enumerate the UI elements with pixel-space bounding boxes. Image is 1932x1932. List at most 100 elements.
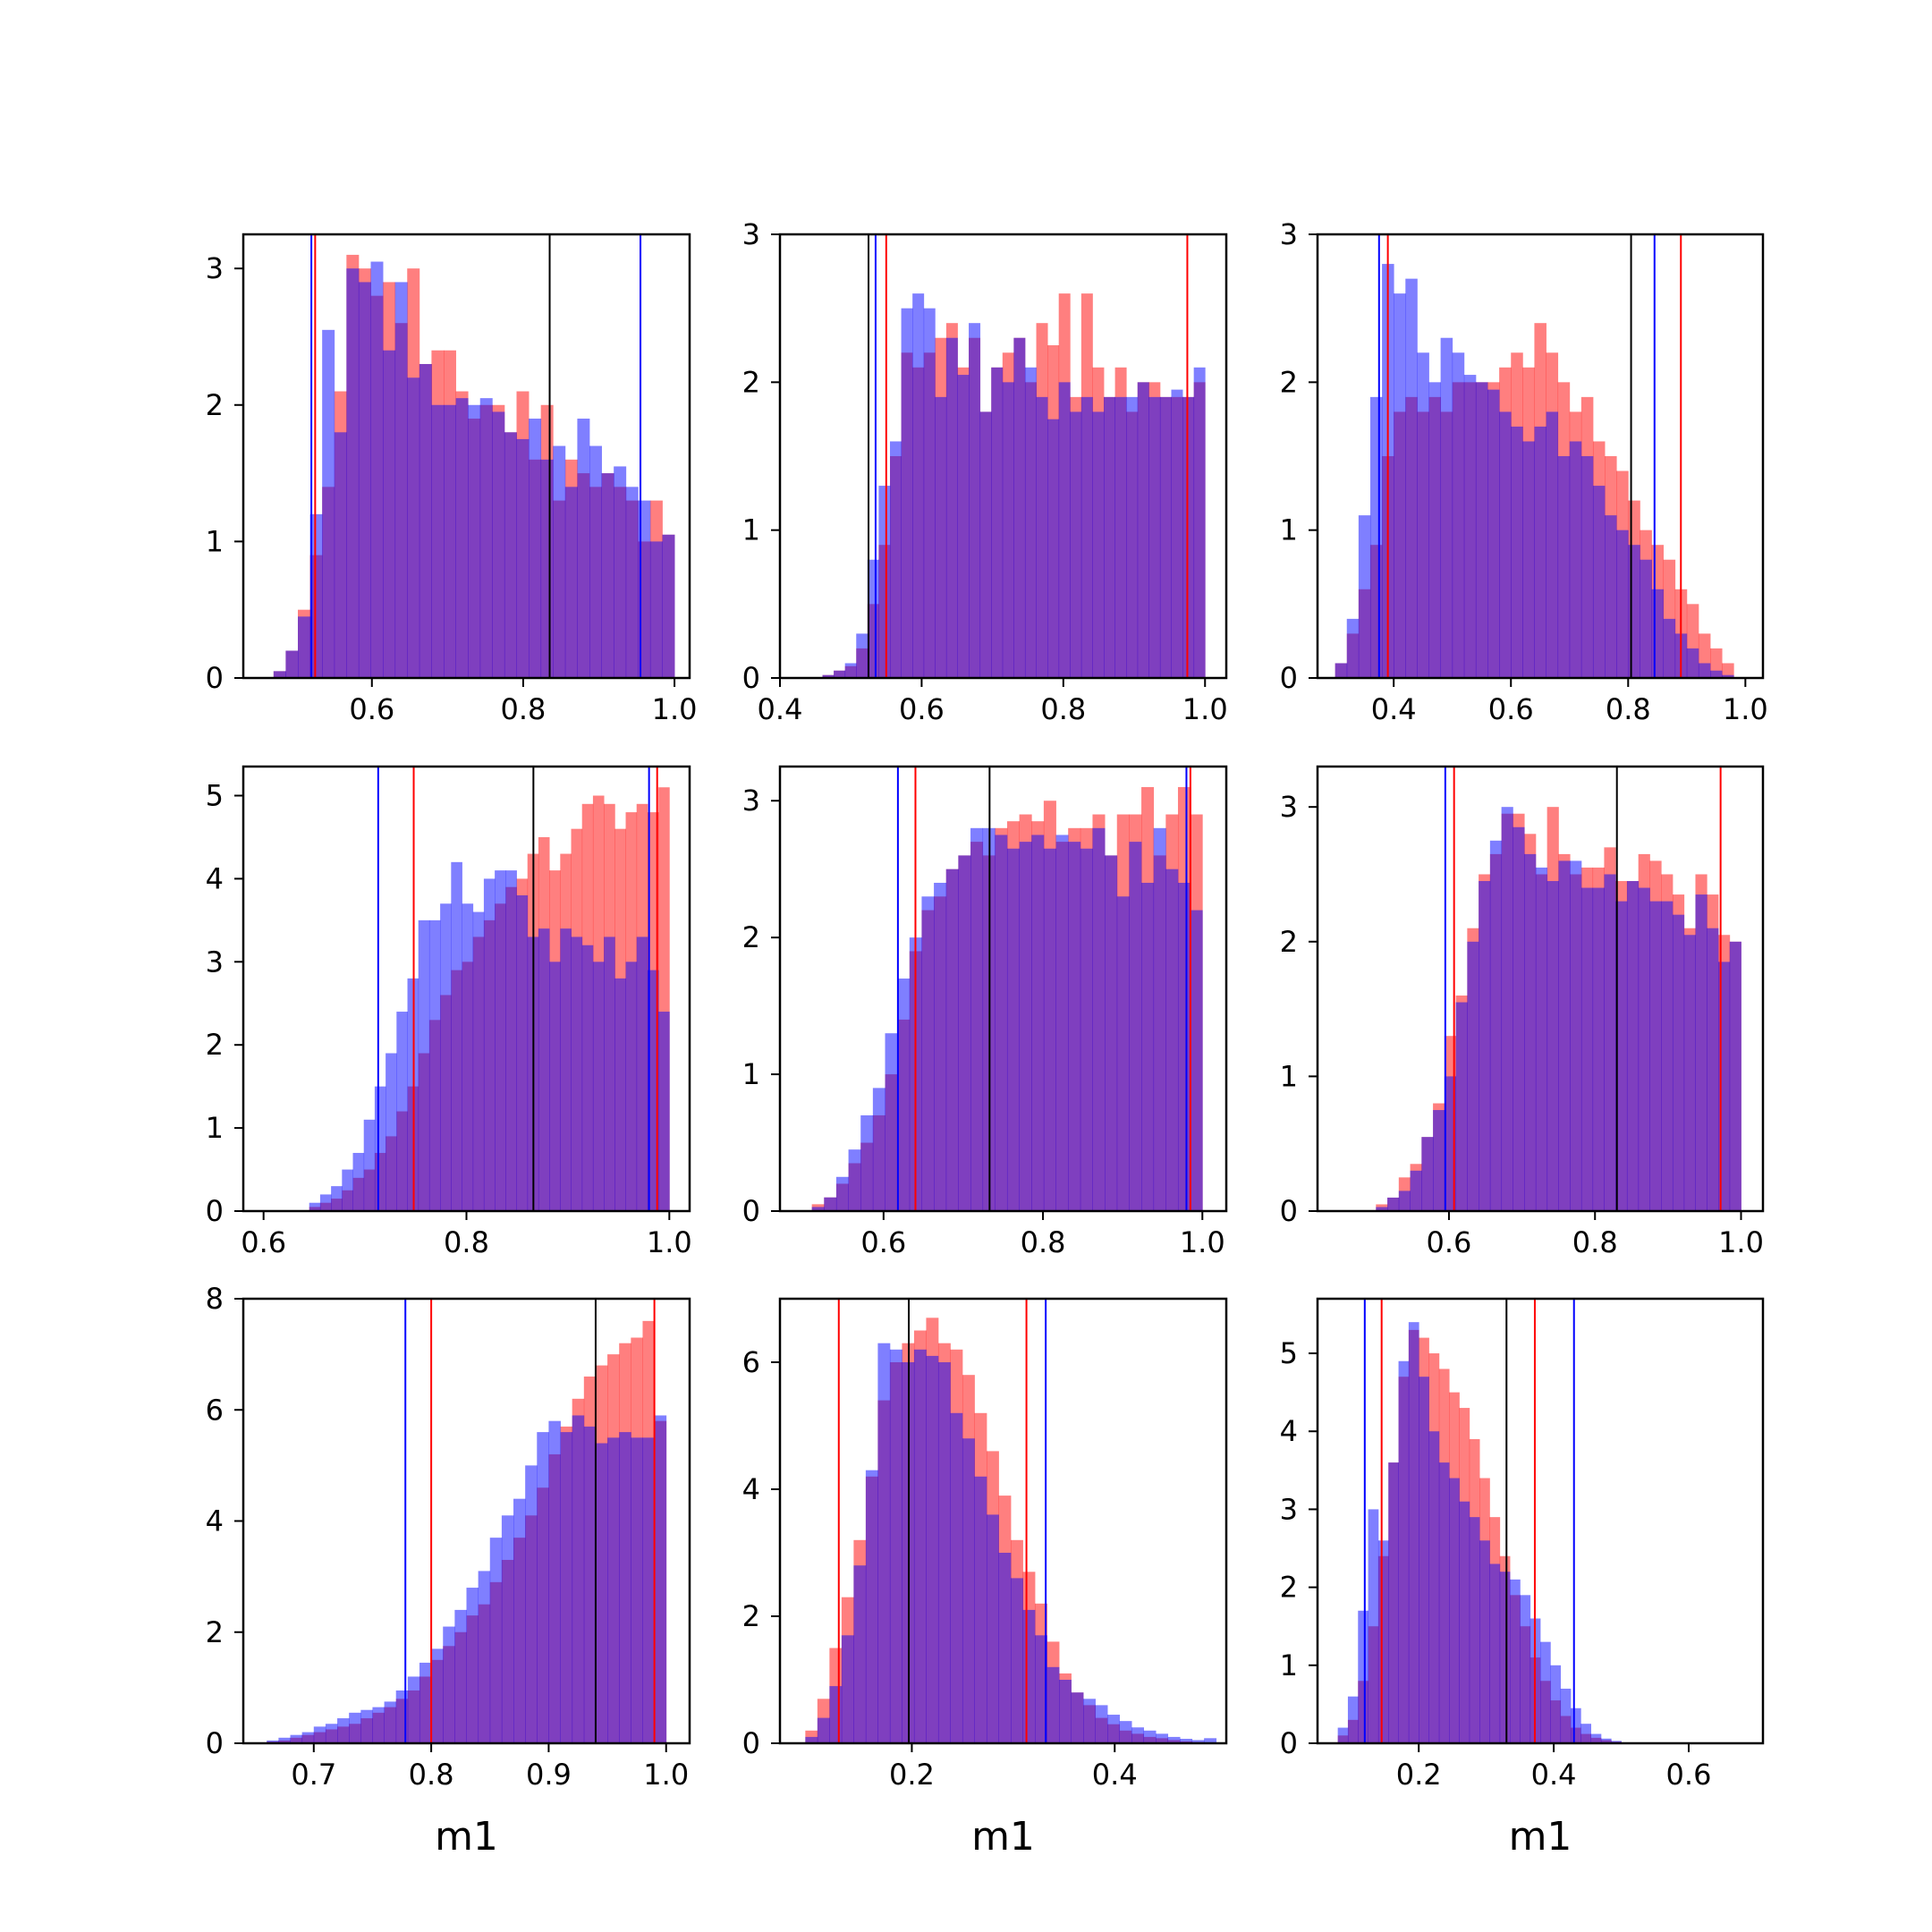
y-tick-label: 0 — [206, 1194, 224, 1228]
blue-histogram-bar — [1165, 869, 1179, 1211]
blue-histogram-bar — [309, 1202, 321, 1211]
panel-frame — [778, 1297, 1228, 1745]
blue-histogram-bar — [454, 1609, 467, 1743]
y-tick-label: 3 — [206, 945, 224, 979]
blue-histogram-bar — [1182, 396, 1195, 678]
x-tick-label: 0.6 — [1488, 692, 1534, 726]
blue-histogram-bar — [841, 1635, 854, 1743]
y-tick-label: 2 — [1280, 1571, 1298, 1605]
x-tick-label: 0.6 — [241, 1225, 286, 1259]
blue-histogram-bar — [1190, 910, 1203, 1211]
blue-histogram-bar — [1611, 1741, 1622, 1743]
blue-histogram-bar — [1710, 670, 1723, 678]
x-tick-label: 0.2 — [889, 1758, 935, 1792]
blue-histogram-bar — [1499, 1572, 1511, 1743]
blue-histogram-bar — [489, 1538, 503, 1743]
blue-histogram-bar — [1649, 901, 1662, 1211]
blue-histogram-bar — [856, 633, 869, 678]
blue-histogram-bar — [1107, 1715, 1120, 1743]
blue-histogram-bar — [1410, 1170, 1422, 1211]
blue-histogram-bar — [505, 870, 517, 1211]
blue-histogram-bar — [455, 398, 469, 678]
blue-histogram-bar — [1590, 1733, 1602, 1743]
blue-histogram-bar — [1114, 396, 1127, 678]
blue-histogram-bar — [278, 1737, 291, 1743]
plot-area — [309, 767, 670, 1211]
blue-histogram-series — [309, 861, 670, 1211]
blue-histogram-bar — [1092, 411, 1105, 678]
blue-histogram-bar — [835, 1176, 849, 1211]
panel-frame — [1316, 1297, 1765, 1745]
blue-histogram-bar — [334, 432, 347, 678]
blue-histogram-bar — [1191, 1740, 1205, 1743]
blue-histogram-bar — [962, 1438, 975, 1743]
blue-histogram-bar — [549, 962, 561, 1211]
blue-histogram-bar — [273, 671, 286, 678]
blue-histogram-bar — [1131, 1727, 1145, 1743]
blue-histogram-bar — [885, 1033, 898, 1211]
x-tick-label: 0.6 — [899, 692, 945, 726]
blue-histogram-bar — [564, 487, 578, 678]
blue-histogram-bar — [1358, 515, 1371, 678]
x-tick-label: 0.2 — [1396, 1758, 1442, 1792]
y-tick-label: 0 — [1280, 1726, 1298, 1760]
blue-histogram-bar — [1638, 887, 1650, 1211]
blue-histogram-bar — [466, 1588, 479, 1743]
blue-histogram-bar — [1358, 1610, 1368, 1743]
blue-histogram-bar — [1570, 1707, 1581, 1743]
x-tick-label: 0.6 — [1666, 1758, 1712, 1792]
plot-area — [805, 1299, 1217, 1743]
blue-histogram-bar — [662, 534, 675, 678]
blue-histogram-bar — [1059, 1680, 1072, 1743]
blue-histogram-bar — [548, 1420, 561, 1743]
x-tick-label: 0.7 — [291, 1758, 336, 1792]
blue-histogram-bar — [443, 1626, 455, 1743]
blue-histogram-bar — [1535, 867, 1548, 1211]
x-tick-label: 0.8 — [444, 1225, 489, 1259]
y-tick-label: 8 — [206, 1282, 224, 1316]
blue-histogram-bar — [913, 1349, 927, 1743]
blue-histogram-bar — [468, 404, 481, 678]
y-tick-label: 0 — [742, 1726, 760, 1760]
blue-histogram-bar — [358, 282, 371, 678]
y-tick-label: 4 — [206, 1504, 224, 1538]
blue-histogram-bar — [1013, 337, 1026, 678]
blue-histogram-bar — [360, 1709, 373, 1743]
blue-histogram-bar — [853, 1565, 867, 1743]
blue-histogram-bar — [383, 350, 396, 678]
blue-histogram-bar — [1167, 1736, 1181, 1743]
blue-histogram-bar — [901, 308, 913, 678]
blue-histogram-bar — [1626, 881, 1640, 1211]
x-tick-label: 0.6 — [349, 692, 394, 726]
histogram-panel: 0.2 0.4 0.6 0 1 2 3 4 5 m1 — [1280, 1297, 1765, 1860]
y-tick-label: 4 — [206, 861, 224, 895]
y-tick-label: 3 — [742, 217, 760, 251]
blue-histogram-bar — [647, 970, 659, 1211]
blue-histogram-bar — [1459, 1501, 1470, 1743]
x-tick-label: 0.9 — [526, 1758, 572, 1792]
histogram-panel: 0.4 0.6 0.8 1.0 0 1 2 3 — [742, 217, 1228, 726]
blue-histogram-bar — [589, 445, 602, 678]
blue-histogram-bar — [529, 419, 542, 678]
y-tick-label: 0 — [1280, 1194, 1298, 1228]
blue-histogram-bar — [865, 1470, 878, 1743]
histogram-panel: 0.7 0.8 0.9 1.0 0 2 4 6 8 m1 — [206, 1282, 691, 1860]
y-tick-label: 6 — [206, 1393, 224, 1427]
blue-histogram-bar — [1119, 1721, 1132, 1743]
blue-histogram-bar — [923, 308, 936, 678]
blue-histogram-bar — [571, 936, 583, 1211]
blue-histogram-bar — [805, 1736, 818, 1743]
blue-histogram-bar — [950, 1412, 963, 1743]
blue-histogram-bar — [451, 861, 462, 1211]
y-tick-label: 2 — [742, 920, 760, 954]
blue-histogram-bar — [1663, 618, 1676, 678]
blue-histogram-bar — [583, 1426, 597, 1743]
blue-histogram-bar — [945, 337, 958, 678]
blue-histogram-bar — [1580, 456, 1594, 678]
x-tick-label: 0.4 — [1092, 1758, 1138, 1792]
panel-frame — [778, 765, 1228, 1213]
blue-histogram-bar — [374, 1086, 386, 1211]
blue-histogram-bar — [897, 979, 911, 1211]
blue-histogram-bar — [1522, 441, 1535, 678]
